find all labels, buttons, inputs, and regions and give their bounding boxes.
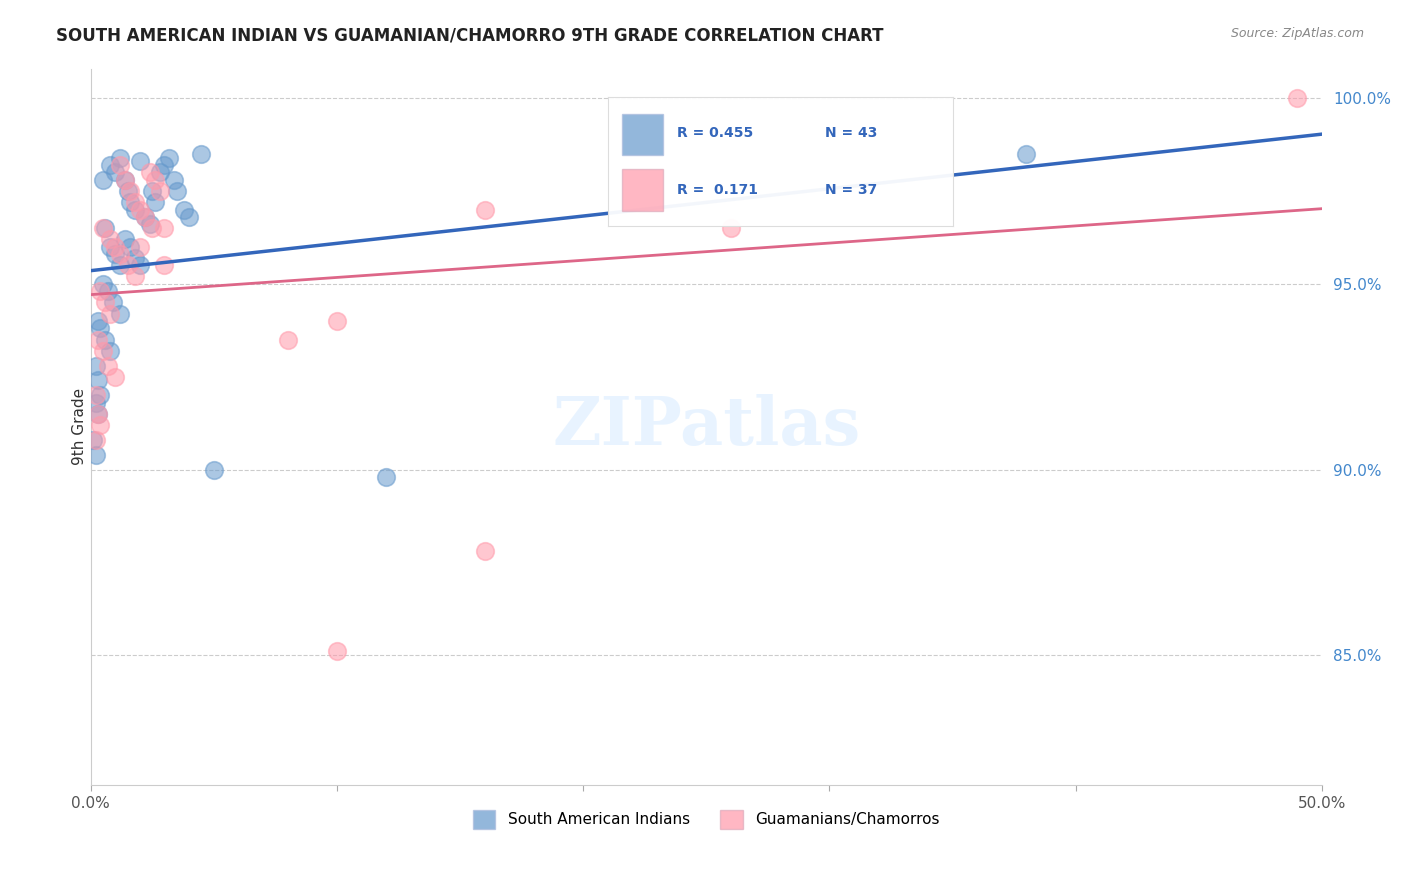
Point [720, 221, 742, 235]
Point [118, 184, 141, 198]
Point [474, 544, 496, 558]
Point [87, 373, 110, 387]
Point [166, 184, 188, 198]
Point [128, 154, 150, 169]
Point [124, 195, 146, 210]
Point [124, 251, 146, 265]
Point [94, 221, 117, 235]
Point [89, 388, 111, 402]
Point [326, 314, 349, 328]
Point [141, 221, 163, 235]
Point [179, 210, 201, 224]
Point [138, 218, 160, 232]
Point [108, 307, 131, 321]
Point [141, 184, 163, 198]
Point [98, 307, 121, 321]
Point [84, 388, 107, 402]
Point [153, 258, 176, 272]
Point [1286, 91, 1309, 105]
Point [87, 407, 110, 421]
Point [1015, 147, 1038, 161]
Point [84, 395, 107, 409]
Point [87, 407, 110, 421]
Point [91, 221, 114, 235]
Point [326, 644, 349, 658]
Text: SOUTH AMERICAN INDIAN VS GUAMANIAN/CHAMORRO 9TH GRADE CORRELATION CHART: SOUTH AMERICAN INDIAN VS GUAMANIAN/CHAMO… [56, 27, 884, 45]
Point [173, 202, 195, 217]
Text: Source: ZipAtlas.com: Source: ZipAtlas.com [1230, 27, 1364, 40]
Point [114, 173, 136, 187]
Point [163, 173, 186, 187]
Point [153, 158, 176, 172]
Point [104, 247, 127, 261]
Point [117, 258, 139, 272]
Point [91, 277, 114, 291]
Point [97, 285, 120, 299]
Point [89, 321, 111, 335]
Point [153, 221, 176, 235]
Point [89, 417, 111, 432]
Point [157, 151, 180, 165]
Point [91, 343, 114, 358]
Point [143, 173, 166, 187]
Point [84, 359, 107, 373]
Point [98, 343, 121, 358]
Point [87, 314, 110, 328]
Point [108, 258, 131, 272]
Point [108, 151, 131, 165]
Point [89, 285, 111, 299]
Point [82, 433, 104, 447]
Point [104, 369, 127, 384]
Point [98, 240, 121, 254]
Point [375, 470, 398, 484]
Point [148, 184, 170, 198]
Point [118, 240, 141, 254]
Point [84, 433, 107, 447]
Point [94, 295, 117, 310]
Legend: South American Indians, Guamanians/Chamorros: South American Indians, Guamanians/Chamo… [467, 804, 946, 835]
Point [114, 232, 136, 246]
Text: ZIPatlas: ZIPatlas [553, 394, 860, 459]
Point [277, 333, 299, 347]
Point [124, 202, 146, 217]
Point [128, 202, 150, 217]
Point [128, 240, 150, 254]
Point [143, 195, 166, 210]
Point [117, 184, 139, 198]
Point [134, 210, 156, 224]
Point [148, 165, 170, 179]
Point [97, 359, 120, 373]
Point [114, 173, 136, 187]
Point [98, 158, 121, 172]
Point [101, 295, 124, 310]
Point [104, 165, 127, 179]
Point [94, 333, 117, 347]
Point [108, 247, 131, 261]
Point [87, 333, 110, 347]
Point [128, 258, 150, 272]
Point [104, 240, 127, 254]
Y-axis label: 9th Grade: 9th Grade [72, 388, 87, 466]
Point [474, 202, 496, 217]
Point [134, 210, 156, 224]
Point [138, 165, 160, 179]
Point [202, 462, 225, 476]
Point [84, 448, 107, 462]
Point [190, 147, 212, 161]
Point [124, 269, 146, 284]
Point [108, 158, 131, 172]
Point [91, 173, 114, 187]
Point [118, 195, 141, 210]
Point [98, 232, 121, 246]
